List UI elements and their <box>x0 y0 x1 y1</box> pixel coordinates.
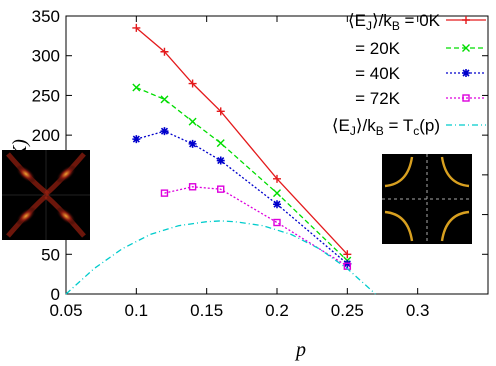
data-point <box>188 79 197 88</box>
series-layer <box>65 23 376 295</box>
series-0 <box>132 23 352 259</box>
series-line <box>65 220 376 295</box>
y-tick-label: 250 <box>32 86 60 105</box>
data-point <box>132 23 141 32</box>
data-point <box>160 95 169 104</box>
legend-label-20k: = 20K <box>355 39 401 58</box>
series-line <box>135 27 348 255</box>
inset-fermi-surface <box>382 154 472 244</box>
data-point <box>132 135 141 144</box>
x-tick-label: 0.15 <box>190 301 223 320</box>
data-point <box>462 69 470 77</box>
data-point <box>160 127 169 136</box>
x-tick-label: 0.1 <box>125 301 149 320</box>
x-tick-label: 0.2 <box>265 301 289 320</box>
series-4 <box>65 220 376 295</box>
data-point <box>273 200 281 209</box>
data-point <box>216 139 225 148</box>
data-point <box>273 189 281 198</box>
data-point <box>217 185 225 193</box>
y-tick-label: 0 <box>51 285 60 304</box>
data-point <box>273 174 281 183</box>
data-point <box>343 250 352 259</box>
inset-heatmap <box>2 150 90 240</box>
x-axis-title: p <box>294 339 306 361</box>
x-tick-label: 0.05 <box>49 301 82 320</box>
series-line <box>136 130 348 265</box>
axis-ticks: 0.050.10.150.20.250.30501001502002503003… <box>32 7 488 320</box>
x-tick-label: 0.25 <box>331 301 364 320</box>
legend-label-tc: ⟨EJ⟩/kB = Tc(p) <box>332 116 440 138</box>
series-line <box>164 186 348 267</box>
series-1 <box>132 83 352 265</box>
data-point <box>160 47 169 56</box>
legend-label-72k: = 72K <box>355 89 401 108</box>
data-point <box>273 218 281 227</box>
data-point <box>188 183 197 191</box>
y-tick-label: 50 <box>41 245 60 264</box>
legend-label-0k: ⟨EJ⟩/kB = 0K <box>348 11 441 33</box>
y-tick-label: 300 <box>32 47 60 66</box>
series-2 <box>132 127 352 268</box>
legend: ⟨EJ⟩/kB = 0K = 20K = 40K = 72K ⟨EJ⟩/kB =… <box>332 11 486 138</box>
data-point <box>132 83 141 92</box>
data-point <box>216 107 225 116</box>
data-point <box>462 44 470 52</box>
data-point <box>216 156 225 165</box>
data-point <box>160 189 169 197</box>
y-tick-label: 200 <box>32 126 60 145</box>
y-tick-label: 350 <box>32 7 60 26</box>
data-point <box>462 94 470 102</box>
series-line <box>136 86 348 262</box>
data-point <box>188 117 197 126</box>
legend-label-40k: = 40K <box>355 64 401 83</box>
data-point <box>462 16 470 24</box>
data-point <box>188 139 197 148</box>
x-tick-label: 0.3 <box>406 301 430 320</box>
